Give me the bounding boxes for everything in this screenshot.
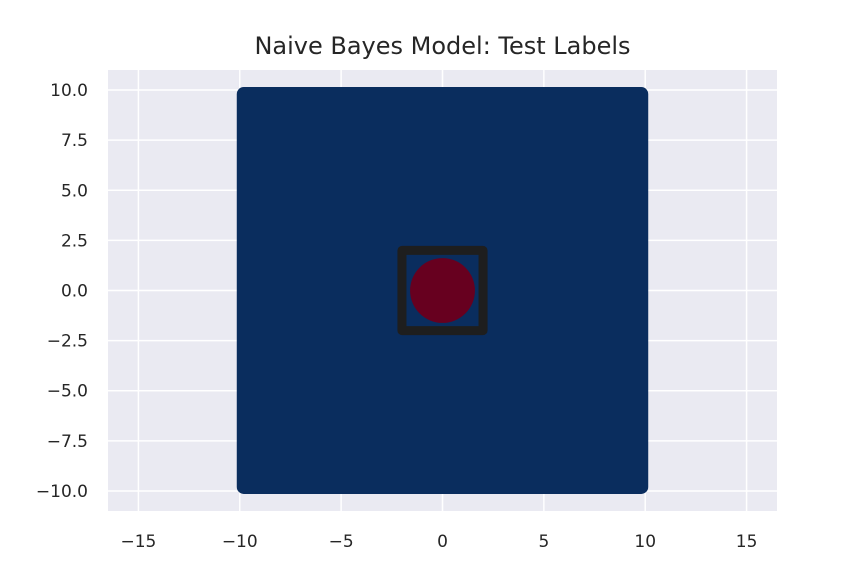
class-1-points [410,258,475,323]
x-tick-label: 15 [736,532,758,552]
y-tick-label: 7.5 [61,131,88,151]
x-tick-label: 5 [538,532,549,552]
chart-title: Naive Bayes Model: Test Labels [254,32,631,60]
y-tick-label: 5.0 [61,181,88,201]
y-tick-label: −7.5 [47,432,88,452]
y-tick-label: −5.0 [47,382,88,402]
tick-labels: −15 −10 −5 0 5 10 15 −10.0 −7.5 −5.0 −2.5 0.0 2.5 5.0… [36,81,758,552]
y-tick-label: −2.5 [47,332,88,352]
y-tick-label: 0.0 [61,282,88,302]
y-tick-label: 2.5 [61,231,88,251]
x-tick-label: 0 [437,532,448,552]
y-tick-label: 10.0 [50,81,88,101]
x-tick-label: −5 [329,532,354,552]
data-layer [236,87,649,494]
y-tick-label: −10.0 [36,482,88,502]
boundary-box [397,245,488,336]
x-tick-label: −10 [222,532,258,552]
x-tick-label: 10 [634,532,656,552]
x-tick-label: −15 [120,532,156,552]
